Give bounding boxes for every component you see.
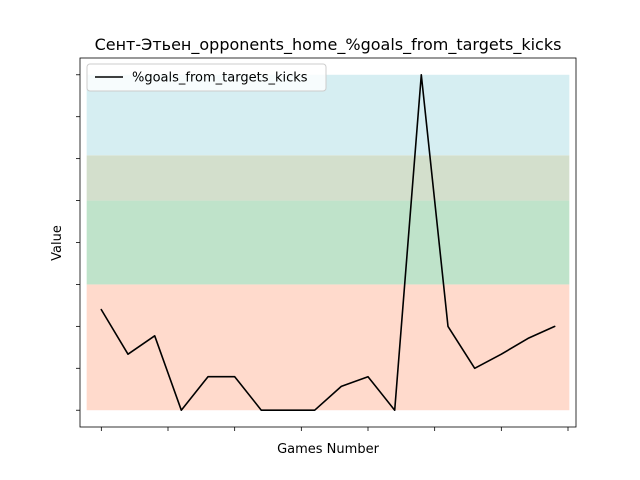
band-2 xyxy=(86,155,570,201)
legend-label: %goals_from_targets_kicks xyxy=(132,71,308,86)
series-lines xyxy=(100,74,556,412)
x-axis-ticks xyxy=(100,427,569,431)
chart-title: Сент-Этьен_opponents_home_%goals_from_ta… xyxy=(95,35,562,55)
background-bands xyxy=(86,74,570,411)
series-line-0 xyxy=(100,74,556,412)
legend: %goals_from_targets_kicks xyxy=(86,63,327,92)
x-axis-label: Games Number xyxy=(277,442,379,457)
y-axis-ticks xyxy=(76,74,80,411)
plot-frame xyxy=(79,57,577,428)
legend-box xyxy=(86,63,327,92)
band-0 xyxy=(86,284,570,411)
y-axis-label: Value xyxy=(50,225,65,261)
band-1 xyxy=(86,200,570,285)
